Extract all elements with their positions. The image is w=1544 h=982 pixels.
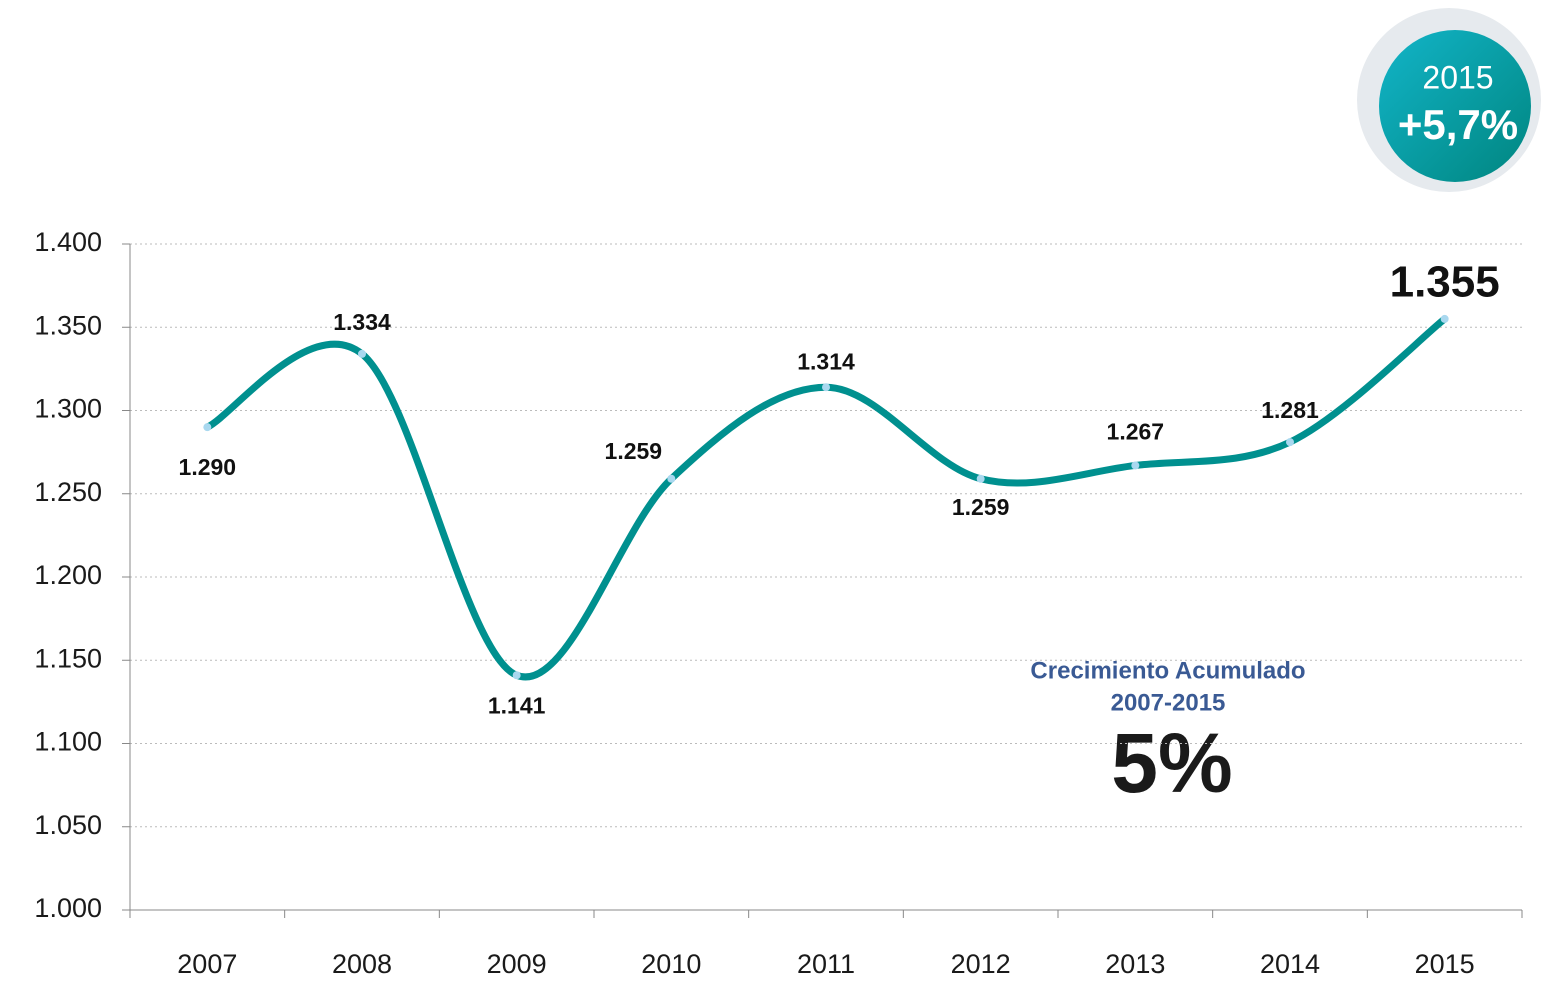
point <box>822 383 830 392</box>
badge-change: +5,7% <box>1398 101 1518 148</box>
point <box>358 349 366 358</box>
y-tick-label: 1.150 <box>34 643 102 673</box>
badge-year: 2015 <box>1422 59 1493 95</box>
y-tick-label: 1.100 <box>34 727 102 757</box>
value-label: 1.259 <box>605 438 663 464</box>
x-tick-label: 2012 <box>951 949 1011 979</box>
x-tick-label: 2015 <box>1415 949 1475 979</box>
y-tick-label: 1.350 <box>34 310 102 340</box>
value-label: 1.267 <box>1107 419 1165 445</box>
value-label: 1.281 <box>1261 397 1319 423</box>
point <box>1131 461 1140 470</box>
x-tick-label: 2011 <box>797 949 855 979</box>
annotation: 2007-2015 <box>1111 689 1226 716</box>
value-label: 1.355 <box>1390 258 1500 307</box>
annotation: Crecimiento Acumulado <box>1030 657 1305 684</box>
x-tick-label: 2014 <box>1260 949 1320 979</box>
point <box>512 671 521 680</box>
x-tick-label: 2007 <box>177 949 237 979</box>
value-label: 1.334 <box>333 309 391 335</box>
badge <box>1379 30 1531 182</box>
y-tick-label: 1.200 <box>34 560 102 590</box>
point <box>667 474 676 483</box>
y-tick-label: 1.250 <box>34 477 102 507</box>
x-tick-label: 2008 <box>332 949 392 979</box>
value-label: 1.259 <box>952 494 1010 520</box>
y-tick-label: 1.000 <box>34 893 102 923</box>
x-tick-label: 2010 <box>641 949 701 979</box>
point <box>203 423 212 432</box>
annotation: 5% <box>1111 716 1232 810</box>
point <box>976 474 985 483</box>
line <box>203 315 1449 681</box>
value-label: 1.290 <box>179 454 237 480</box>
y-tick-label: 1.050 <box>34 810 102 840</box>
point <box>1440 314 1449 323</box>
x-tick-label: 2009 <box>487 949 547 979</box>
x-tick-label: 2013 <box>1105 949 1165 979</box>
value-label: 1.141 <box>488 692 546 718</box>
y-tick-label: 1.400 <box>34 227 102 257</box>
value-label: 1.314 <box>797 348 855 374</box>
point <box>1286 438 1294 447</box>
y-tick-label: 1.300 <box>34 394 102 424</box>
